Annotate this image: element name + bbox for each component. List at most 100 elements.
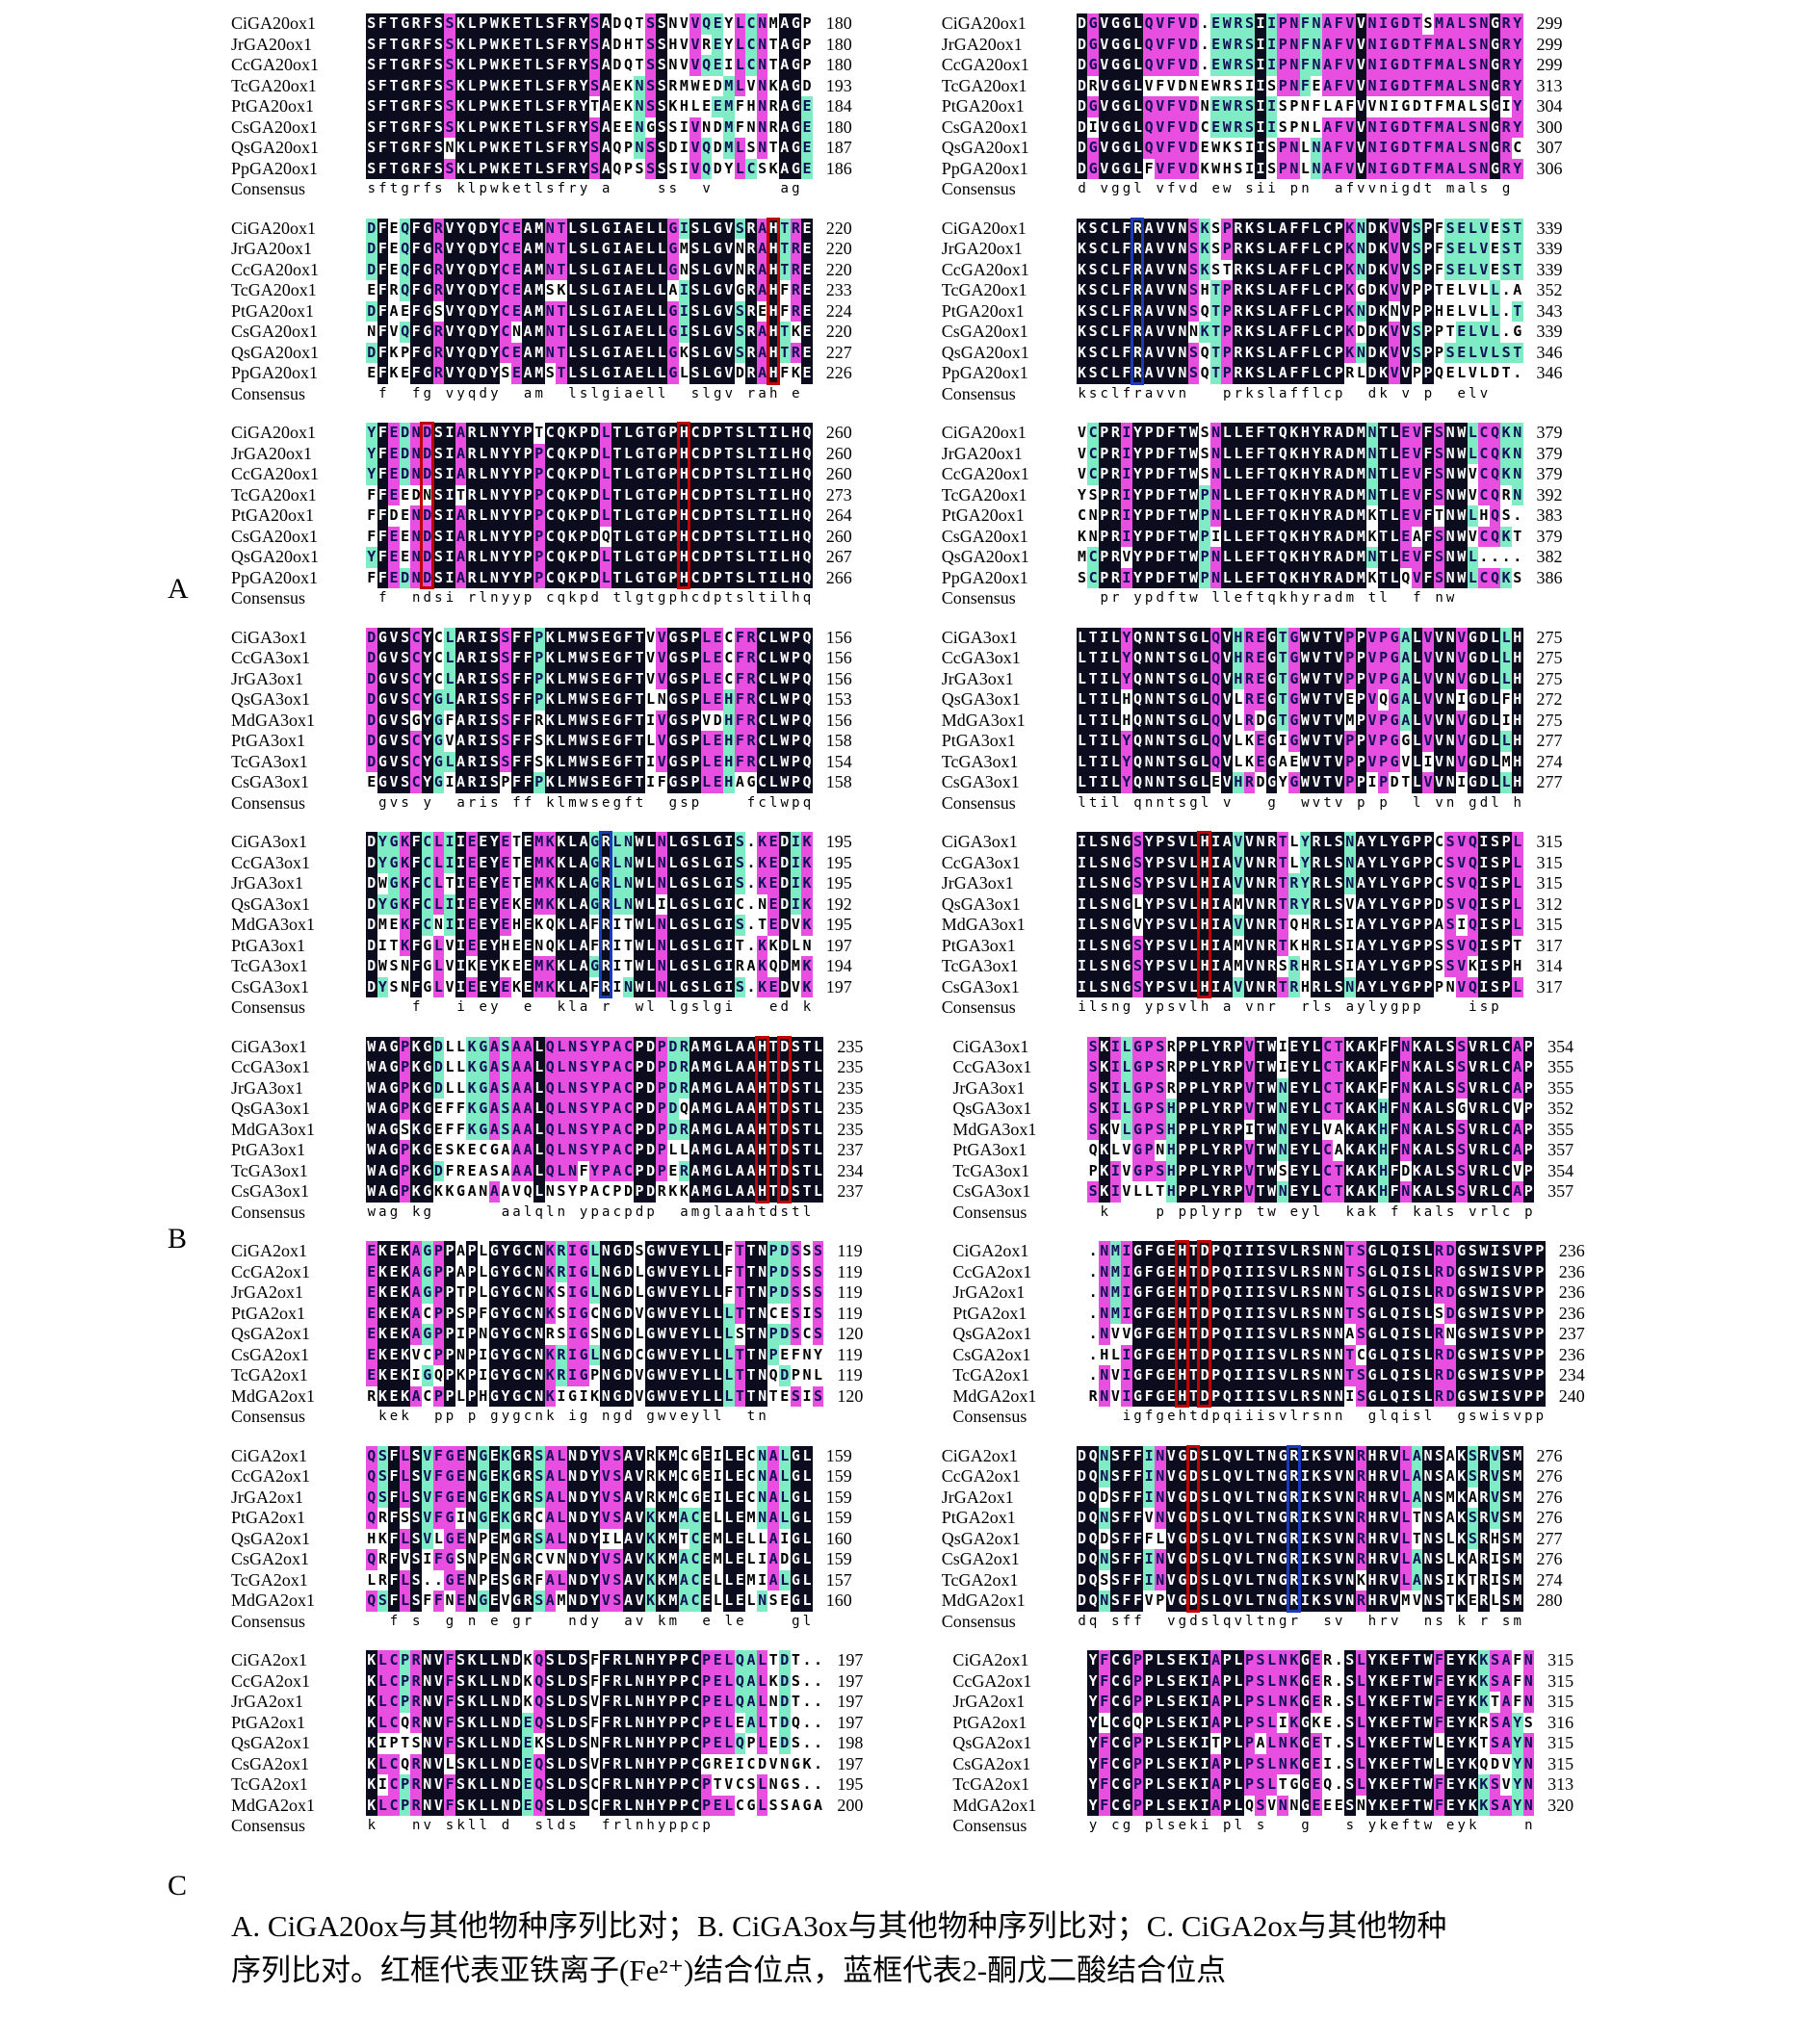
residue-cell: I xyxy=(1209,935,1222,956)
residue-cell: A xyxy=(1457,97,1467,115)
residue-cell: D xyxy=(644,1077,657,1099)
residue-cell: E xyxy=(801,300,813,322)
residue-cell: V xyxy=(1513,1161,1522,1179)
residue-cell: L xyxy=(1479,281,1489,298)
residue-cell: s xyxy=(546,181,555,196)
residue-cell: L xyxy=(1389,567,1400,588)
residue-cell: G xyxy=(656,547,668,568)
residue-cell: N xyxy=(622,852,635,873)
residue-cell: R xyxy=(1288,956,1300,977)
residue-cell: N xyxy=(1209,547,1222,568)
residue-cell: G xyxy=(667,731,679,752)
residue-cell: E xyxy=(767,873,779,894)
residue-cell: E xyxy=(1243,464,1256,485)
residue-cell: V xyxy=(1411,547,1423,568)
residue-cell: P xyxy=(689,772,701,793)
residue-cell: E xyxy=(510,158,523,179)
sequence-row: CcGA20ox1 K S C L F R A V V N S K S T R K S L A F F L C P K N D K V V S… xyxy=(942,259,1599,280)
residue-cell: S xyxy=(399,689,411,711)
alignment-figure: CiGA20ox1 S F T G R F S S K L P W K E T L S F R Y S A D Q T S S N V V Q… xyxy=(231,13,1621,1855)
sequence-row: CsGA3ox1 D Y S N F G L V I E E Y E K E M K K L A F R I N W L N L G S L G… xyxy=(231,976,888,997)
residue-cell: S xyxy=(1187,218,1200,239)
residue-cell: H xyxy=(790,443,802,464)
residue-cell: G xyxy=(1131,1119,1144,1140)
sequence-row: CcGA20ox1 S F T G R F S S K L P W K E T L S F R Y S A D Q T S S N V V Q… xyxy=(231,55,888,76)
residue-cell: G xyxy=(656,443,668,464)
residue-cell xyxy=(433,793,445,815)
residue-cell: S xyxy=(1200,444,1209,462)
residue-cell: K xyxy=(1288,526,1300,547)
residue-cell: P xyxy=(790,710,802,731)
residue-cell: K xyxy=(500,75,511,96)
residue-cell: i xyxy=(612,385,622,401)
residue-cell: h xyxy=(1200,999,1209,1015)
residue-cell: T xyxy=(734,1282,746,1304)
residue-cell: R xyxy=(745,259,757,280)
residue-cell: S xyxy=(1255,259,1266,280)
residue-cell: P xyxy=(1143,526,1155,547)
residue-cell: P xyxy=(399,1140,411,1161)
residue-cell: Y xyxy=(1511,116,1523,138)
residue-cell: e xyxy=(1289,1203,1299,1220)
residue-cell: G xyxy=(1489,96,1501,117)
residue-cell: K xyxy=(1344,1057,1356,1078)
residue-cell xyxy=(478,1203,489,1224)
residue-cell: G xyxy=(1389,34,1400,55)
residue-cell: g xyxy=(423,1203,431,1220)
residue-cell: D xyxy=(778,1099,791,1120)
residue-cell: K xyxy=(1243,218,1256,239)
residue-cell: D xyxy=(1344,505,1356,527)
residue-cell: Y xyxy=(1389,935,1400,956)
residue-cell: S xyxy=(1444,1036,1456,1057)
residue-cell: G xyxy=(421,1036,433,1057)
residue-cell: Q xyxy=(1277,505,1289,527)
sequence-name: QsGA3ox1 xyxy=(941,893,1021,914)
residue-cell: G xyxy=(578,1282,589,1304)
residue-cell: R xyxy=(1265,852,1278,873)
residue-cell: Y xyxy=(578,116,589,138)
residue-cell: K xyxy=(1076,300,1088,322)
residue-cell: L xyxy=(1500,648,1512,669)
residue-cell: S xyxy=(1177,627,1188,648)
residue-cell: L xyxy=(1377,935,1390,956)
residue-cell: N xyxy=(756,13,768,35)
residue-cell: E xyxy=(712,689,723,711)
sequence-row: TcGA3ox1 P K I V G P S H P P L Y R P V T W S E Y L C T K A K H F D K A L… xyxy=(952,1160,1609,1181)
sequence-row: PtGA20ox1 D F A E F G S V Y Q D Y C E A M N T L S L G I A E L L G I S L… xyxy=(231,300,888,322)
end-position-number: 354 xyxy=(1547,1160,1574,1180)
residue-cell: W xyxy=(1221,116,1234,138)
residue-cell: W xyxy=(1265,1077,1278,1099)
residue-cell: I xyxy=(377,936,387,954)
residue-cell: S xyxy=(578,239,589,260)
residue-cell: q xyxy=(802,794,812,811)
residue-cell: K xyxy=(1468,957,1477,974)
residue-cell: Q xyxy=(1200,364,1209,381)
residue-cell: I xyxy=(1109,1181,1122,1203)
residue-cell: E xyxy=(1211,773,1221,790)
residue-cell: A xyxy=(745,1119,757,1140)
residue-cell: F xyxy=(377,526,389,547)
residue-cell: W xyxy=(1455,423,1468,444)
alignment-block-C1-left: CiGA2ox1 E K E K A G P P A P L G Y G C N K R I G L N G D S G W V E Y L L… xyxy=(231,1241,898,1428)
residue-cell: I xyxy=(566,1261,579,1282)
residue-cell: R xyxy=(1109,423,1122,444)
residue-cell: S xyxy=(1411,322,1423,343)
residue-cell: T xyxy=(1087,731,1099,752)
residue-cell: S xyxy=(790,1241,802,1262)
residue-cell: N xyxy=(1177,239,1188,260)
residue-cell: G xyxy=(746,773,756,790)
residue-cell: Y xyxy=(588,1140,601,1161)
residue-cell: S xyxy=(1177,689,1188,711)
residue-cell: L xyxy=(588,300,601,322)
residue-cell: E xyxy=(522,852,533,873)
residue-cell: W xyxy=(488,34,501,55)
residue-cell xyxy=(679,179,690,200)
residue-cell: P xyxy=(1422,915,1434,936)
residue-cell: G xyxy=(1109,116,1122,138)
residue-cell: S xyxy=(444,96,455,117)
residue-cell: M xyxy=(566,710,579,731)
residue-cell: S xyxy=(1211,219,1221,237)
residue-cell: L xyxy=(1199,751,1210,772)
